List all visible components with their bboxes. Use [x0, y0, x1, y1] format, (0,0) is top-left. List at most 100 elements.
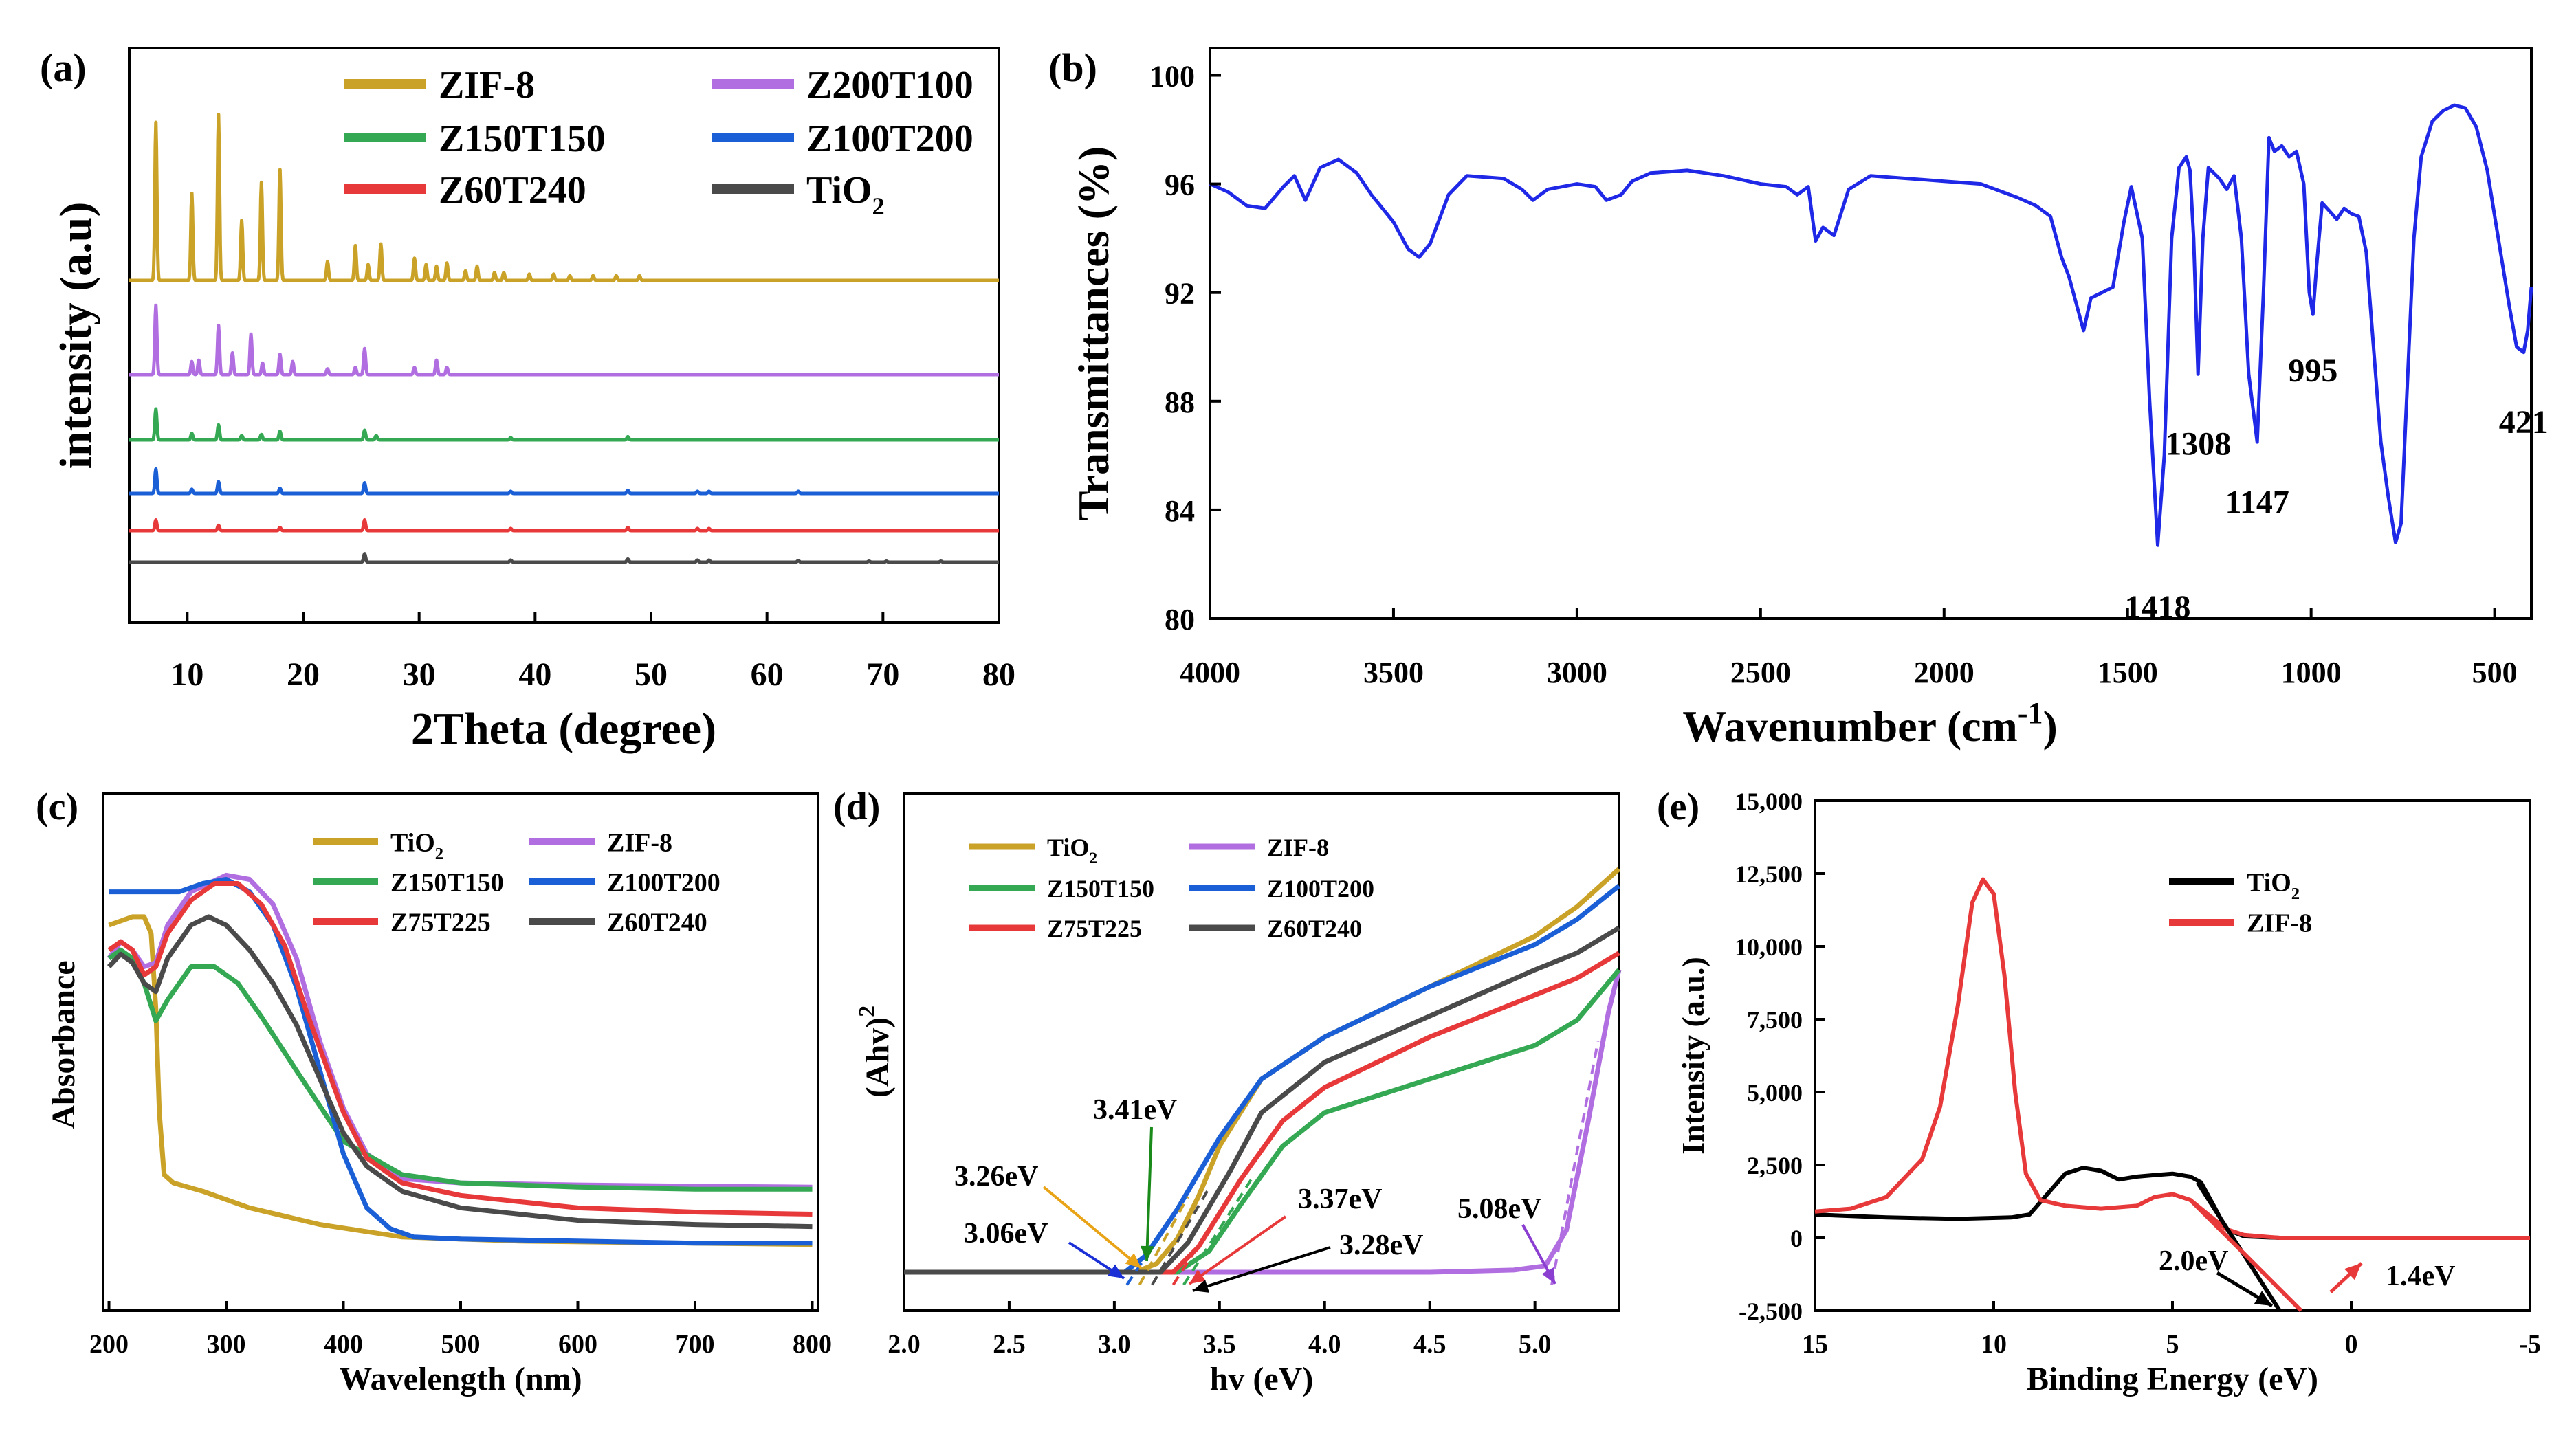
panel-e-legend: TiO2 ZIF-8 [2169, 869, 2312, 938]
panel-b: (b) 4000 3500 3000 2500 2000 1500 1000 500 80 84… [1048, 45, 2549, 751]
panel-c-series-line [107, 914, 813, 1230]
panel-b-peak-label: 1418 [2125, 589, 2191, 625]
panel-b-y-tick-label: 80 [1165, 603, 1195, 636]
panel-d-series-line [988, 867, 1621, 1275]
panel-b-x-axis-label-end: ) [2043, 702, 2058, 751]
panel-a-x-tick-label: 40 [518, 656, 551, 693]
panel-e-y-tick-label: 15,000 [1735, 788, 1803, 815]
panel-d-arrow-head [1108, 1264, 1124, 1278]
panel-c: (c) 200 300 400 500 600 700 800 Wavelength (nm… [36, 786, 832, 1397]
panel-e-arrow-head [2254, 1291, 2272, 1306]
panel-c-label: (c) [36, 786, 78, 828]
panel-a-series-line [128, 407, 1000, 442]
panel-c-legend-item: Z100T200 [529, 869, 720, 898]
panel-e-legend-item: ZIF-8 [2169, 909, 2312, 938]
panel-e-legend-item: TiO2 [2169, 869, 2300, 903]
panel-c-x-tick-label: 600 [558, 1330, 597, 1359]
panel-b-label: (b) [1048, 45, 1097, 90]
panel-d-gap-label: 3.41eV [1093, 1094, 1177, 1126]
panel-c-x-tick-label: 400 [324, 1330, 363, 1359]
panel-d-legend-item: Z75T225 [969, 915, 1142, 942]
panel-b-y-ticks: 80 84 88 92 96 100 [1149, 60, 1221, 636]
panel-c-legend-item: Z60T240 [529, 909, 707, 937]
panel-b-y-tick-label: 96 [1165, 168, 1195, 202]
panel-a-series-line [128, 467, 1000, 496]
panel-c-legend-item: ZIF-8 [529, 829, 672, 858]
panel-b-x-tick-label: 3500 [1363, 656, 1424, 689]
panel-c-x-tick-label: 500 [441, 1330, 481, 1359]
panel-b-x-axis-label-sup: -1 [2018, 696, 2043, 730]
panel-d-series-group [904, 867, 1622, 1275]
panel-c-x-tick-label: 800 [793, 1330, 832, 1359]
panel-d-legend-item: TiO2 [969, 834, 1097, 867]
panel-b-x-axis-label: Wavenumber (cm-1) [1682, 696, 2058, 751]
panel-a-legend-label: ZIF-8 [439, 64, 535, 107]
panel-d-legend-label: ZIF-8 [1267, 834, 1329, 861]
panel-c-y-axis-label: Absorbance [45, 960, 82, 1129]
panel-d-y-axis-label-main: (Ahv) [859, 1017, 896, 1098]
panel-a-legend-item: Z100T200 [712, 118, 973, 160]
panel-d-series-line [904, 925, 1620, 1275]
panel-d-tangent-line [1171, 1179, 1242, 1286]
panel-d-legend-label: Z150T150 [1047, 875, 1154, 902]
panel-c-x-tick-label: 300 [207, 1330, 246, 1359]
panel-d-legend-label-text: Z150T150 [1047, 875, 1154, 902]
panel-b-x-tick-label: 1500 [2098, 656, 2158, 689]
panel-d-legend-item: Z60T240 [1189, 915, 1362, 942]
panel-a-x-tick-label: 50 [635, 656, 668, 693]
panel-b-y-tick-label: 88 [1165, 386, 1195, 419]
panel-e-y-tick-label: 12,500 [1735, 860, 1803, 888]
panel-e-x-axis-label: Binding Energy (eV) [2027, 1361, 2318, 1397]
panel-b-y-tick-label: 84 [1165, 494, 1195, 528]
panel-e-x-tick-label: 5 [2166, 1330, 2179, 1359]
panel-d-legend-label-sub: 2 [1089, 849, 1097, 867]
panel-a-legend: ZIF-8 Z200T100 Z150T150 Z100T200 Z60T240 TiO2 [344, 64, 973, 220]
panel-e-x-tick-label: -5 [2519, 1330, 2541, 1359]
panel-c-legend-label: Z75T225 [390, 909, 491, 937]
panel-e-edge-label: 1.4eV [2386, 1260, 2455, 1292]
panel-e-y-axis-label: Intensity (a.u.) [1675, 957, 1710, 1155]
panel-e-arrow-head [2344, 1263, 2362, 1280]
panel-e-y-tick-label: 10,000 [1735, 933, 1803, 961]
panel-c-legend-label-text: Z60T240 [607, 909, 707, 937]
panel-d-legend-item: Z150T150 [969, 875, 1154, 902]
panel-a-legend-label: Z200T100 [806, 64, 973, 107]
panel-d: (d) 2.0 2.5 3.0 3.5 4.0 4.5 5.0 3.41eV3.26eV3.… [833, 786, 1622, 1397]
panel-a-x-tick-label: 80 [982, 656, 1015, 693]
panel-d-legend-label-text: TiO [1047, 834, 1089, 861]
panel-b-x-tick-label: 3000 [1547, 656, 1607, 689]
panel-d-gap-label: 5.08eV [1457, 1193, 1541, 1225]
panel-a-legend-label-text: Z200T100 [806, 64, 973, 107]
panel-e-legend-label-text: TiO [2247, 869, 2291, 898]
panel-c-legend-item: TiO2 [313, 829, 443, 863]
panel-b-peak-label: 995 [2288, 353, 2337, 389]
panel-a-legend-item: Z60T240 [344, 169, 586, 212]
panel-a-legend-item: ZIF-8 [344, 64, 535, 107]
panel-c-x-axis-label: Wavelength (nm) [339, 1361, 582, 1397]
panel-e-y-ticks: -2,500 0 2,500 5,000 7,500 10,000 12,500 15,000 [1735, 788, 1825, 1325]
panel-d-legend-label-text: Z100T200 [1267, 875, 1374, 902]
panel-a-x-tick-label: 70 [866, 656, 899, 693]
panel-c-series-line [109, 877, 813, 1246]
panel-b-x-tick-label: 4000 [1180, 656, 1240, 689]
panel-d-legend-label-text: ZIF-8 [1267, 834, 1329, 861]
panel-d-tangent-lines [1125, 1041, 1600, 1286]
panel-d-plot-frame [903, 792, 1620, 1312]
panel-c-legend-label-text: Z100T200 [607, 869, 720, 898]
panel-d-tangent-line [1151, 1187, 1211, 1286]
panel-d-series-line [904, 968, 1621, 1275]
panel-e-y-tick-label: -2,500 [1739, 1298, 1803, 1325]
panel-d-legend-item: Z100T200 [1189, 875, 1374, 902]
panel-d-arrow-shaft [1042, 1186, 1143, 1269]
panel-a-legend-item: TiO2 [712, 169, 885, 220]
panel-d-tangent-line [1138, 1196, 1189, 1286]
panel-b-annotations: 1418 1308 1147 995 421 [2125, 353, 2549, 625]
panel-a-legend-label-sub: 2 [872, 192, 884, 220]
panel-d-legend-label: TiO2 [1047, 834, 1097, 867]
panel-a-series-line [128, 303, 1000, 377]
panel-a-legend-label: Z150T150 [439, 118, 606, 160]
panel-b-x-ticks: 4000 3500 3000 2500 2000 1500 1000 500 [1180, 608, 2518, 689]
panel-a-legend-label-text: ZIF-8 [439, 64, 535, 107]
panel-a-legend-label-text: TiO [806, 169, 872, 212]
panel-b-peak-label: 1308 [2165, 426, 2231, 463]
